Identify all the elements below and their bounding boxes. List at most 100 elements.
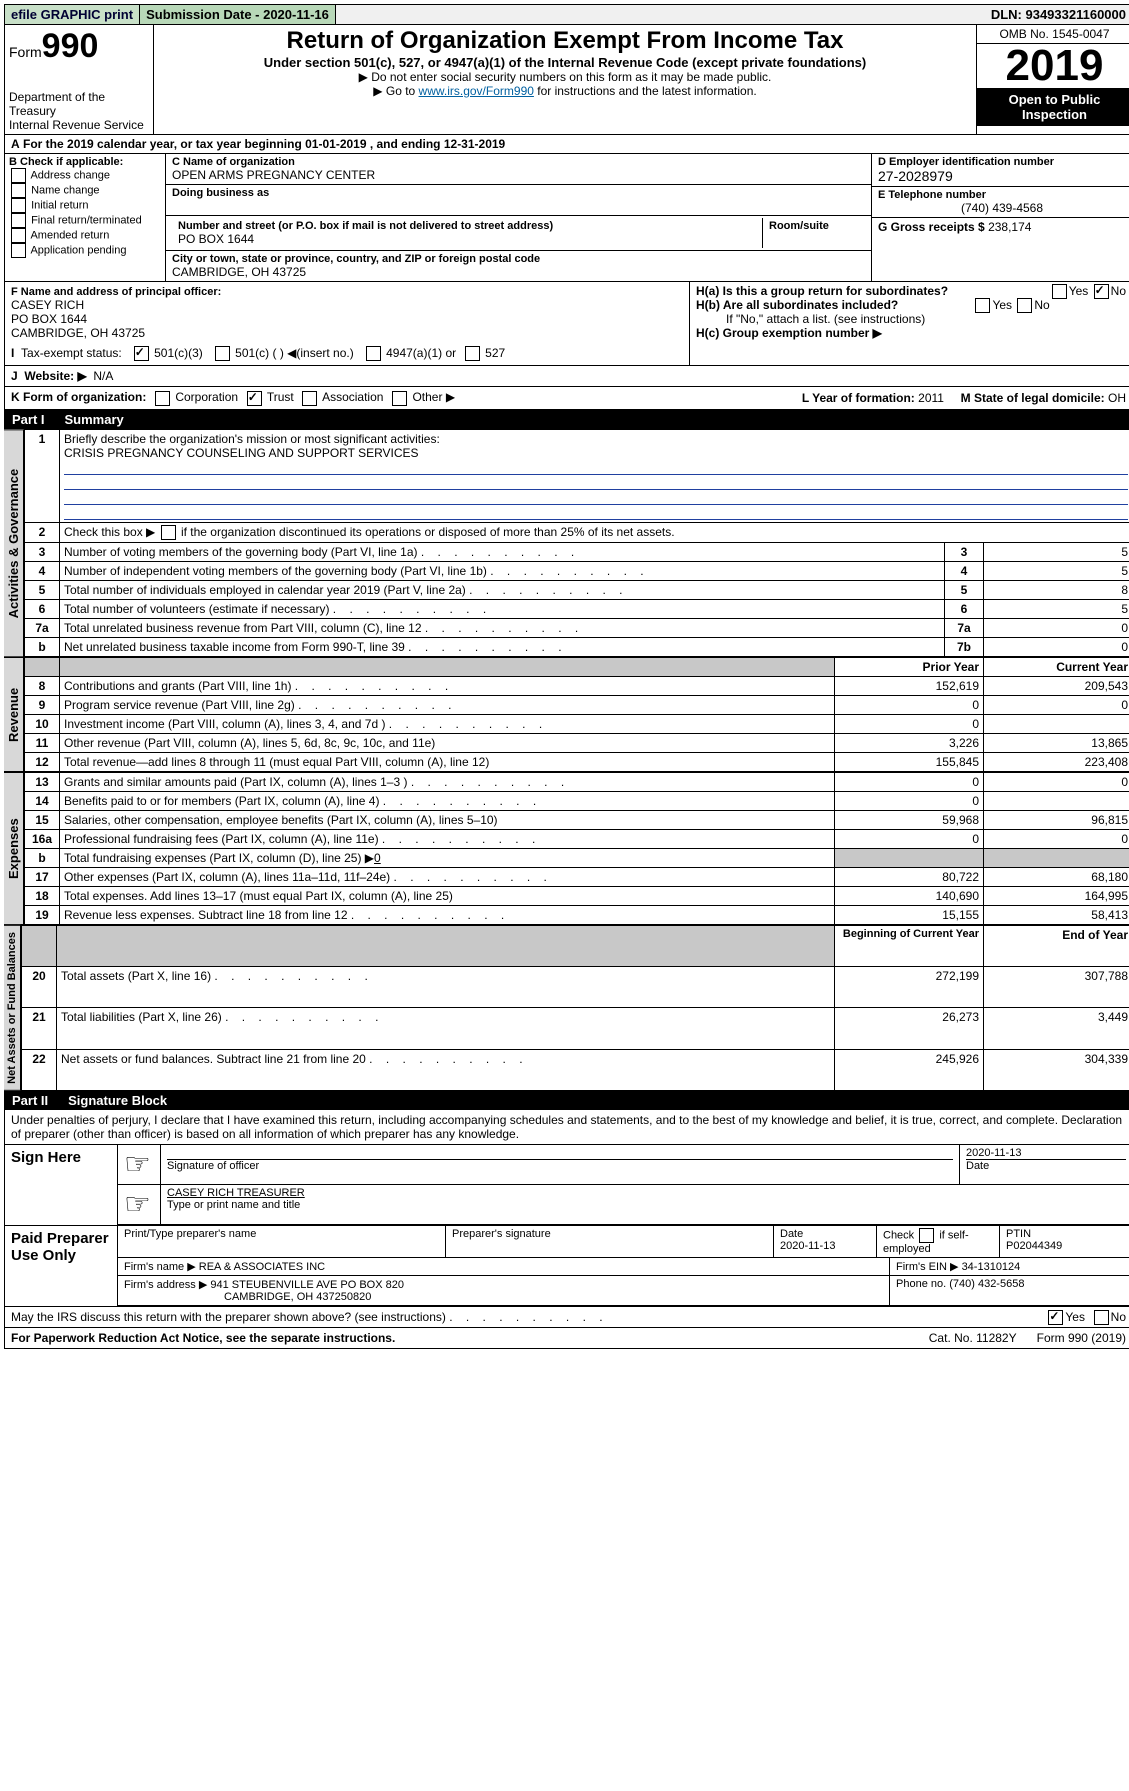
room-label: Room/suite (769, 220, 859, 232)
fundraising-exp: 0 (374, 851, 381, 865)
officer-addr: PO BOX 1644 (11, 312, 683, 326)
s4-val: 5 (984, 561, 1129, 580)
year-formation: 2011 (918, 391, 944, 405)
chk-corp[interactable] (155, 391, 170, 406)
chk-final-return[interactable] (11, 213, 26, 228)
chk-name-change[interactable] (11, 183, 26, 198)
b-lead: B Check if applicable: (9, 156, 161, 168)
top-bar: efile GRAPHIC print Submission Date - 20… (4, 4, 1129, 25)
chk-501c[interactable] (215, 346, 230, 361)
chk-app-pending[interactable] (11, 243, 26, 258)
org-city: CAMBRIDGE, OH 43725 (172, 265, 865, 279)
chk-other[interactable] (392, 391, 407, 406)
dln: DLN: 93493321160000 (985, 5, 1129, 24)
form-title: Return of Organization Exempt From Incom… (162, 27, 968, 55)
chk-self-employed[interactable] (919, 1228, 934, 1243)
paid-preparer-label: Paid Preparer Use Only (5, 1226, 118, 1306)
part1-header: Part ISummary (4, 410, 1129, 429)
form-number: Form990 (9, 27, 149, 66)
firm-phone: (740) 432-5658 (949, 1278, 1024, 1290)
firm-city: CAMBRIDGE, OH 437250820 (224, 1291, 371, 1303)
ein-value: 27-2028979 (878, 168, 1126, 184)
chk-assoc[interactable] (302, 391, 317, 406)
prep-date: 2020-11-13 (780, 1240, 835, 1252)
cat-no: Cat. No. 11282Y (929, 1331, 1017, 1345)
form-subtitle: Under section 501(c), 527, or 4947(a)(1)… (162, 55, 968, 70)
s1-text: Briefly describe the organization's miss… (64, 432, 440, 446)
firm-name: REA & ASSOCIATES INC (199, 1261, 325, 1273)
s5-val: 8 (984, 580, 1129, 599)
s3-val: 5 (984, 542, 1129, 561)
warning-goto: ▶ Go to www.irs.gov/Form990 for instruct… (162, 84, 968, 98)
gross-value: 238,174 (988, 220, 1031, 234)
chk-discuss-yes[interactable] (1048, 1310, 1063, 1325)
side-netassets: Net Assets or Fund Balances (4, 925, 21, 1091)
h-note: If "No," attach a list. (see instruction… (696, 312, 1126, 326)
chk-527[interactable] (465, 346, 480, 361)
g-gross-label: G Gross receipts $ (878, 220, 985, 234)
firm-addr: 941 STEUBENVILLE AVE PO BOX 820 (210, 1279, 404, 1291)
phone-value: (740) 439-4568 (878, 201, 1126, 215)
officer-printed-name: CASEY RICH TREASURER (167, 1187, 1126, 1199)
ptin-value: P02044349 (1006, 1240, 1062, 1252)
submission-date: Submission Date - 2020-11-16 (140, 5, 336, 24)
sign-here-label: Sign Here (5, 1145, 118, 1225)
city-label: City or town, state or province, country… (172, 253, 865, 265)
chk-amended[interactable] (11, 228, 26, 243)
chk-initial-return[interactable] (11, 198, 26, 213)
part2-header: Part IISignature Block (4, 1091, 1129, 1110)
chk-discuss-no[interactable] (1094, 1310, 1109, 1325)
side-expenses: Expenses (4, 772, 24, 925)
row-a-tax-year: A For the 2019 calendar year, or tax yea… (4, 135, 1129, 154)
side-governance: Activities & Governance (4, 429, 24, 657)
f-officer-label: F Name and address of principal officer: (11, 286, 683, 298)
treasury-dept: Department of the Treasury Internal Reve… (9, 90, 149, 132)
mission-text: CRISIS PREGNANCY COUNSELING AND SUPPORT … (64, 446, 419, 460)
sig-date: 2020-11-13 (966, 1147, 1126, 1159)
dba-label: Doing business as (172, 187, 865, 199)
d-ein-label: D Employer identification number (878, 156, 1126, 168)
s7b-val: 0 (984, 637, 1129, 656)
chk-ha-yes[interactable] (1052, 284, 1067, 299)
website-value: N/A (93, 369, 113, 383)
perjury-text: Under penalties of perjury, I declare th… (4, 1110, 1129, 1145)
org-address: PO BOX 1644 (178, 232, 756, 246)
officer-city: CAMBRIDGE, OH 43725 (11, 326, 683, 340)
m-label: M State of legal domicile: (961, 391, 1105, 405)
chk-hb-yes[interactable] (975, 298, 990, 313)
state-domicile: OH (1108, 391, 1126, 405)
side-revenue: Revenue (4, 657, 24, 772)
irs-link[interactable]: www.irs.gov/Form990 (419, 84, 534, 98)
hc-label: H(c) Group exemption number ▶ (696, 326, 882, 340)
chk-discontinued[interactable] (161, 525, 176, 540)
sig-officer-label: Signature of officer (167, 1160, 953, 1172)
l-label: L Year of formation: (802, 391, 915, 405)
chk-ha-no[interactable] (1094, 284, 1109, 299)
tax-year: 2019 (977, 44, 1129, 88)
officer-name: CASEY RICH (11, 298, 683, 312)
current-year-hdr: Current Year (984, 657, 1129, 676)
ha-label: H(a) Is this a group return for subordin… (696, 284, 948, 298)
e-phone-label: E Telephone number (878, 189, 1126, 201)
c-name-label: C Name of organization (172, 156, 865, 168)
form-header: Form990 Department of the Treasury Inter… (4, 25, 1129, 135)
addr-label: Number and street (or P.O. box if mail i… (178, 220, 756, 232)
chk-hb-no[interactable] (1017, 298, 1032, 313)
s7a-val: 0 (984, 618, 1129, 637)
firm-ein: 34-1310124 (962, 1261, 1021, 1273)
efile-print-link[interactable]: efile GRAPHIC print (5, 5, 140, 24)
s6-val: 5 (984, 599, 1129, 618)
chk-address-change[interactable] (11, 168, 26, 183)
sign-arrow-icon: ☞ (118, 1145, 161, 1184)
chk-501c3[interactable] (134, 346, 149, 361)
hb-label: H(b) Are all subordinates included? (696, 298, 898, 312)
open-to-public: Open to Public Inspection (977, 88, 1129, 126)
chk-4947[interactable] (366, 346, 381, 361)
irs-discuss-row: May the IRS discuss this return with the… (4, 1307, 1129, 1328)
col-b-checkboxes: B Check if applicable: Address change Na… (5, 154, 166, 281)
chk-trust[interactable] (247, 391, 262, 406)
prior-year-hdr: Prior Year (835, 657, 984, 676)
pra-notice: For Paperwork Reduction Act Notice, see … (11, 1331, 395, 1345)
k-label: K Form of organization: (11, 390, 146, 404)
footer: For Paperwork Reduction Act Notice, see … (4, 1328, 1129, 1349)
